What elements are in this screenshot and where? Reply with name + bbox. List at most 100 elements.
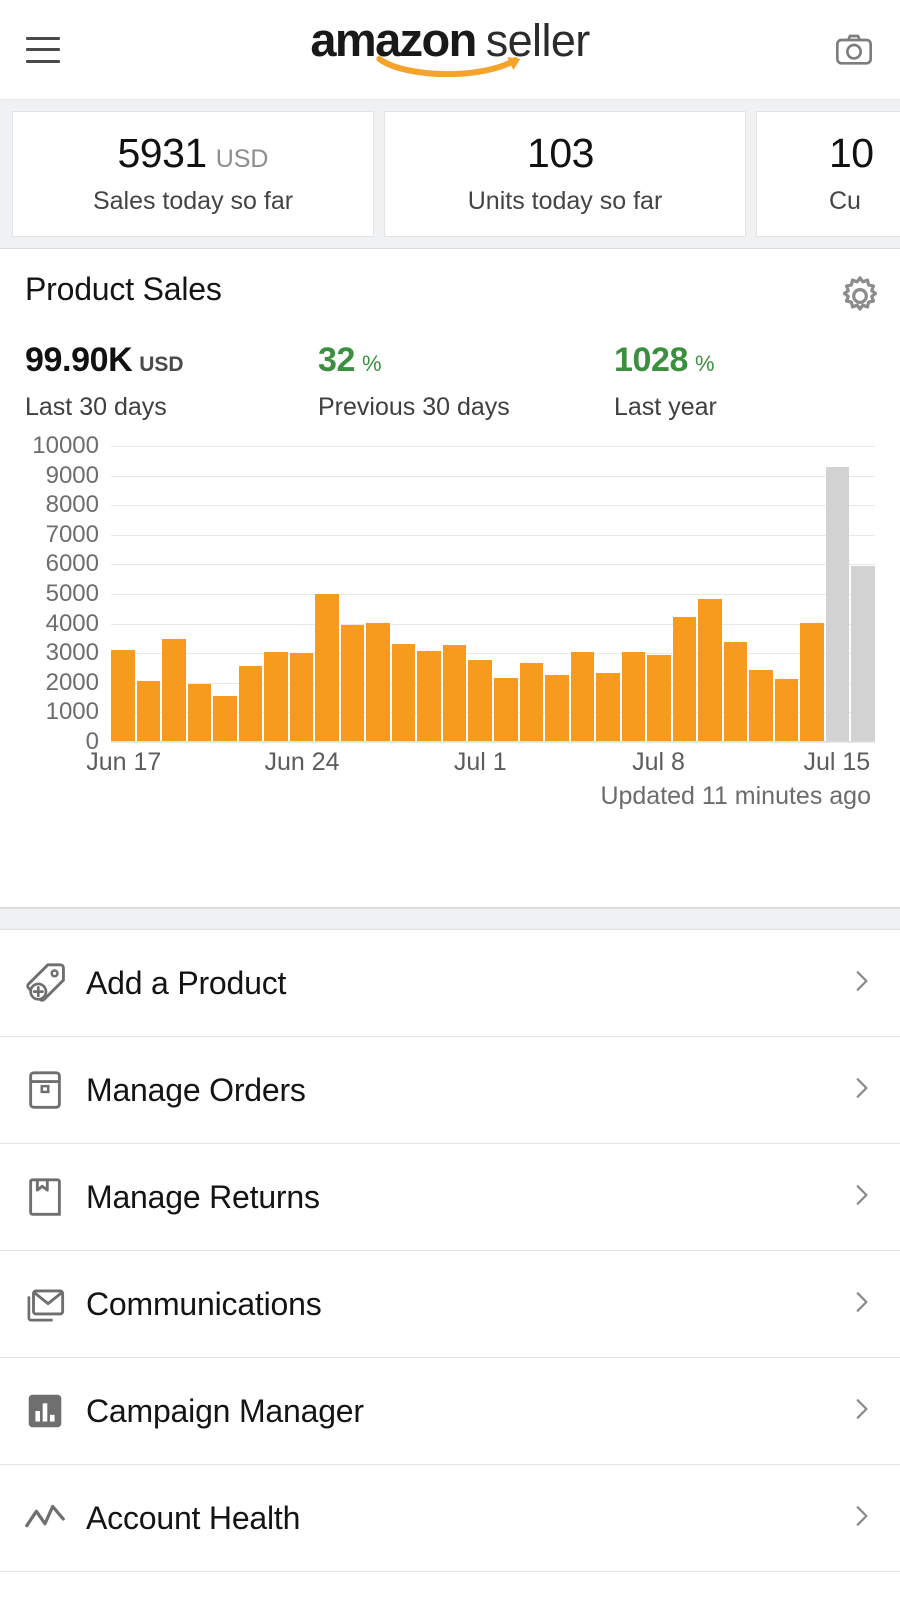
stat-card-units-today[interactable]: 103 Units today so far: [384, 111, 746, 237]
chart-y-tick-label: 0: [85, 728, 99, 755]
stat-label: Cu: [829, 186, 861, 215]
gridline: [111, 564, 875, 566]
box-icon: [22, 1067, 68, 1113]
chart-bar[interactable]: [825, 466, 850, 742]
metric-caption: Previous 30 days: [318, 393, 510, 421]
gridline: [111, 712, 875, 714]
chart-bar[interactable]: [468, 659, 492, 742]
gridline: [111, 505, 875, 507]
chart-y-tick-label: 10000: [32, 432, 99, 459]
gridline: [111, 742, 875, 743]
gridline: [111, 682, 875, 684]
metric-caption: Last year: [614, 393, 717, 421]
chart-bar[interactable]: [545, 674, 569, 742]
metric-value: 32: [318, 341, 356, 379]
chart-bar[interactable]: [289, 652, 314, 742]
gridline: [111, 653, 875, 655]
envelope-icon: [22, 1281, 68, 1327]
chart-bar[interactable]: [391, 644, 416, 742]
chart-y-tick-label: 2000: [45, 668, 99, 696]
metric-suffix: %: [362, 351, 382, 376]
chart-bar[interactable]: [366, 622, 390, 742]
chart-bar[interactable]: [800, 622, 824, 742]
chart-bar[interactable]: [672, 617, 697, 742]
chart-bar[interactable]: [136, 681, 161, 742]
chart-bar[interactable]: [749, 669, 773, 742]
gridline: [111, 594, 875, 595]
section-divider: [0, 908, 900, 930]
chart-bar[interactable]: [213, 695, 237, 742]
menu-item-label: Communications: [86, 1285, 322, 1322]
chart-y-tick-label: 9000: [45, 461, 99, 489]
chart-bar[interactable]: [162, 639, 186, 742]
chart-bar[interactable]: [621, 651, 646, 742]
chart-x-tick-label: Jul 1: [453, 748, 507, 776]
chart-updated-timestamp: Updated 11 minutes ago: [600, 782, 871, 810]
return-box-icon: [22, 1174, 68, 1220]
chart-bar[interactable]: [442, 645, 467, 742]
chart-bar[interactable]: [493, 678, 518, 742]
amazon-smile-icon: [375, 56, 520, 77]
chart-x-tick-label: Jun 24: [264, 748, 340, 776]
chart-bar[interactable]: [340, 625, 365, 742]
chart-x-axis: [111, 741, 875, 742]
chart-x-tick-label: Jun 17: [86, 748, 162, 776]
menu-item-manage-returns[interactable]: Manage Returns: [0, 1144, 900, 1251]
chart-bar[interactable]: [698, 598, 722, 742]
stat-label: Sales today so far: [92, 186, 294, 215]
chevron-right-icon[interactable]: [848, 1396, 874, 1426]
chevron-right-icon[interactable]: [848, 1182, 874, 1212]
chart-y-tick-label: 6000: [45, 550, 99, 578]
chart-bar[interactable]: [111, 650, 135, 742]
chart-x-tick-label: Jul 8: [632, 748, 685, 776]
chart-bar[interactable]: [851, 565, 875, 742]
menu-item-account-health[interactable]: Account Health: [0, 1465, 900, 1572]
stat-card-sales-today[interactable]: 5931 USD Sales today so far: [12, 111, 374, 237]
chart-y-tick-label: 8000: [45, 491, 99, 519]
chart-x-tick-labels: Jun 17 Jun 24 Jul 1 Jul 8 Jul 15: [86, 748, 875, 788]
chevron-right-icon[interactable]: [848, 1075, 874, 1105]
chart-bar[interactable]: [315, 594, 339, 742]
gridline: [111, 623, 875, 625]
menu-item-campaign-manager[interactable]: Campaign Manager: [0, 1358, 900, 1465]
chart-bar[interactable]: [647, 654, 671, 742]
chart-plot-area: 10000 9000 8000 7000 6000 5000 4000 3000 2000 100…: [32, 432, 875, 755]
bar-chart-icon: [22, 1388, 68, 1434]
stat-cards-scroller[interactable]: 5931 USD Sales today so far 103 Units to…: [0, 100, 900, 248]
metric-last-year: 1028 % Last year: [614, 341, 717, 422]
camera-icon[interactable]: [834, 30, 874, 70]
menu-item-manage-orders[interactable]: Manage Orders: [0, 1037, 900, 1144]
main-menu-list: Add a Product Manage Orders Manage Returns…: [0, 930, 900, 1572]
brand-amazon-text: amazon: [310, 13, 477, 66]
chevron-right-icon[interactable]: [848, 968, 874, 998]
menu-item-label: Add a Product: [86, 964, 287, 1001]
chevron-right-icon[interactable]: [848, 1503, 874, 1533]
gridline: [111, 534, 875, 536]
chart-x-tick-label: Jul 15: [803, 748, 871, 776]
chart-bar[interactable]: [723, 641, 748, 742]
chart-bar[interactable]: [417, 650, 441, 742]
metric-previous-30-days: 32 % Previous 30 days: [318, 341, 614, 422]
stat-card-partial[interactable]: 10 Cu: [756, 111, 900, 237]
chart-bar[interactable]: [596, 673, 620, 742]
chart-bar[interactable]: [519, 663, 544, 742]
chart-y-tick-label: 7000: [45, 520, 99, 548]
menu-item-communications[interactable]: Communications: [0, 1251, 900, 1358]
stat-unit: USD: [215, 144, 269, 173]
gridline: [111, 475, 875, 477]
chevron-right-icon[interactable]: [848, 1289, 874, 1319]
menu-item-add-a-product[interactable]: Add a Product: [0, 930, 900, 1037]
chart-bar[interactable]: [187, 683, 212, 742]
metric-suffix: USD: [139, 353, 184, 376]
gear-icon[interactable]: [837, 273, 883, 319]
stat-value: 10: [829, 129, 874, 176]
chart-bar[interactable]: [570, 652, 595, 742]
product-sales-chart: 10000 9000 8000 7000 6000 5000 4000 3000 2000 100…: [25, 432, 889, 776]
chart-bar[interactable]: [238, 666, 263, 742]
product-sales-title: Product Sales: [25, 271, 222, 307]
hamburger-menu-icon[interactable]: [26, 36, 60, 63]
chart-bar[interactable]: [774, 679, 799, 742]
stat-value: 5931: [117, 129, 207, 176]
chart-bar[interactable]: [264, 652, 288, 742]
